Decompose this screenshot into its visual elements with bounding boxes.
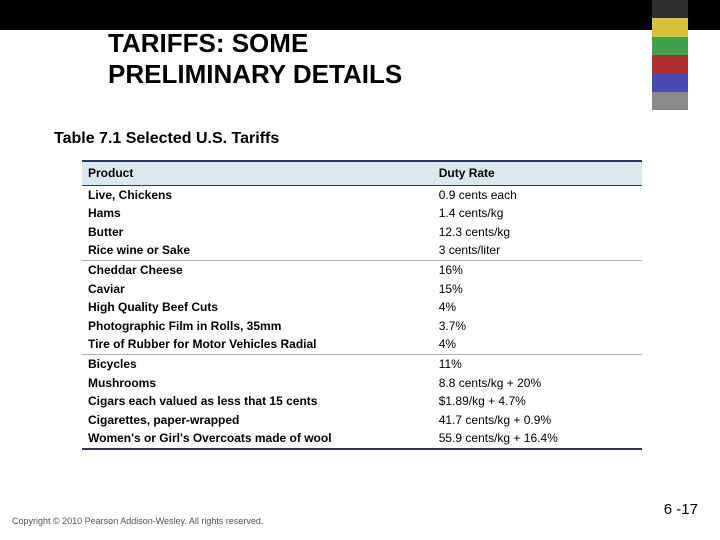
- cell-product: Photographic Film in Rolls, 35mm: [88, 317, 439, 336]
- table-row: Photographic Film in Rolls, 35mm3.7%: [82, 317, 642, 336]
- table-row: Caviar15%: [82, 280, 642, 299]
- cell-product: Women's or Girl's Overcoats made of wool: [88, 429, 439, 448]
- cell-duty-rate: 12.3 cents/kg: [439, 223, 636, 242]
- cell-duty-rate: 16%: [439, 261, 636, 280]
- cell-product: Mushrooms: [88, 374, 439, 393]
- cell-duty-rate: 11%: [439, 355, 636, 374]
- title-line-2: PRELIMINARY DETAILS: [108, 59, 402, 90]
- cell-duty-rate: $1.89/kg + 4.7%: [439, 392, 636, 411]
- cell-duty-rate: 0.9 cents each: [439, 186, 636, 205]
- deco-stripe: [652, 0, 688, 18]
- deco-stripe: [652, 73, 688, 91]
- cell-product: Cigars each valued as less that 15 cents: [88, 392, 439, 411]
- decorative-vertical-stripes: [652, 0, 688, 110]
- cell-product: Butter: [88, 223, 439, 242]
- page-number: 6 -17: [664, 501, 698, 518]
- cell-product: Bicycles: [88, 355, 439, 374]
- table-row: Rice wine or Sake3 cents/liter: [82, 241, 642, 261]
- table-row: Hams1.4 cents/kg: [82, 204, 642, 223]
- table-row: Cigarettes, paper-wrapped41.7 cents/kg +…: [82, 411, 642, 430]
- table-row: Live, Chickens0.9 cents each: [82, 186, 642, 205]
- table-row: Mushrooms8.8 cents/kg + 20%: [82, 374, 642, 393]
- cell-product: Rice wine or Sake: [88, 241, 439, 260]
- cell-product: Live, Chickens: [88, 186, 439, 205]
- deco-stripe: [652, 92, 688, 110]
- tariffs-table: Product Duty Rate Live, Chickens0.9 cent…: [82, 160, 642, 450]
- table-row: High Quality Beef Cuts4%: [82, 298, 642, 317]
- cell-duty-rate: 55.9 cents/kg + 16.4%: [439, 429, 636, 448]
- table-header-row: Product Duty Rate: [82, 162, 642, 186]
- col-product: Product: [88, 164, 439, 183]
- col-duty-rate: Duty Rate: [439, 164, 636, 183]
- table-row: Women's or Girl's Overcoats made of wool…: [82, 429, 642, 448]
- title-line-1: TARIFFS: SOME: [108, 28, 402, 59]
- cell-product: Cheddar Cheese: [88, 261, 439, 280]
- cell-product: Hams: [88, 204, 439, 223]
- deco-stripe: [652, 18, 688, 36]
- cell-duty-rate: 15%: [439, 280, 636, 299]
- cell-product: Tire of Rubber for Motor Vehicles Radial: [88, 335, 439, 354]
- cell-duty-rate: 3 cents/liter: [439, 241, 636, 260]
- table-body: Live, Chickens0.9 cents eachHams1.4 cent…: [82, 186, 642, 448]
- cell-product: Cigarettes, paper-wrapped: [88, 411, 439, 430]
- slide-title: TARIFFS: SOME PRELIMINARY DETAILS: [108, 28, 402, 90]
- deco-stripe: [652, 55, 688, 73]
- cell-duty-rate: 3.7%: [439, 317, 636, 336]
- deco-stripe: [652, 37, 688, 55]
- cell-duty-rate: 41.7 cents/kg + 0.9%: [439, 411, 636, 430]
- table-row: Tire of Rubber for Motor Vehicles Radial…: [82, 335, 642, 355]
- cell-duty-rate: 4%: [439, 298, 636, 317]
- table-row: Cigars each valued as less that 15 cents…: [82, 392, 642, 411]
- cell-product: High Quality Beef Cuts: [88, 298, 439, 317]
- table-row: Cheddar Cheese16%: [82, 261, 642, 280]
- top-black-band: [0, 0, 720, 30]
- cell-product: Caviar: [88, 280, 439, 299]
- table-row: Bicycles11%: [82, 355, 642, 374]
- cell-duty-rate: 4%: [439, 335, 636, 354]
- cell-duty-rate: 1.4 cents/kg: [439, 204, 636, 223]
- table-caption: Table 7.1 Selected U.S. Tariffs: [54, 130, 279, 148]
- copyright-footer: Copyright © 2010 Pearson Addison-Wesley.…: [12, 516, 263, 526]
- cell-duty-rate: 8.8 cents/kg + 20%: [439, 374, 636, 393]
- table-row: Butter12.3 cents/kg: [82, 223, 642, 242]
